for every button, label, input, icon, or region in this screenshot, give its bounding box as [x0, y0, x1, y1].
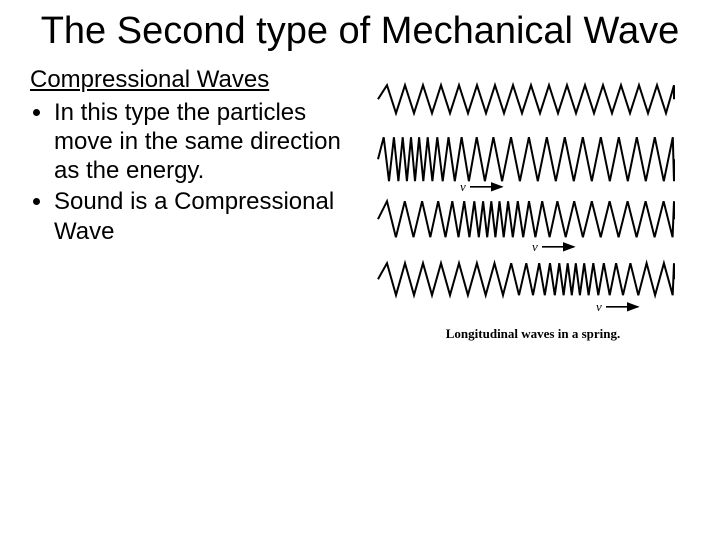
text-column: Compressional Waves In this type the par… [24, 66, 354, 342]
list-item: Sound is a Compressional Wave [54, 187, 354, 246]
list-item: In this type the particles move in the s… [54, 98, 354, 186]
svg-text:v: v [460, 178, 466, 193]
figure-column: v v v Longitudinal waves in a spring. [366, 66, 696, 342]
subheading: Compressional Waves [24, 66, 354, 94]
bullet-list: In this type the particles move in the s… [24, 98, 354, 246]
spring-diagram: v v v [370, 74, 680, 320]
content-row: Compressional Waves In this type the par… [0, 66, 720, 342]
page-title: The Second type of Mechanical Wave [0, 0, 720, 66]
svg-text:v: v [532, 238, 538, 253]
svg-text:v: v [596, 298, 602, 313]
figure-caption: Longitudinal waves in a spring. [370, 326, 696, 342]
